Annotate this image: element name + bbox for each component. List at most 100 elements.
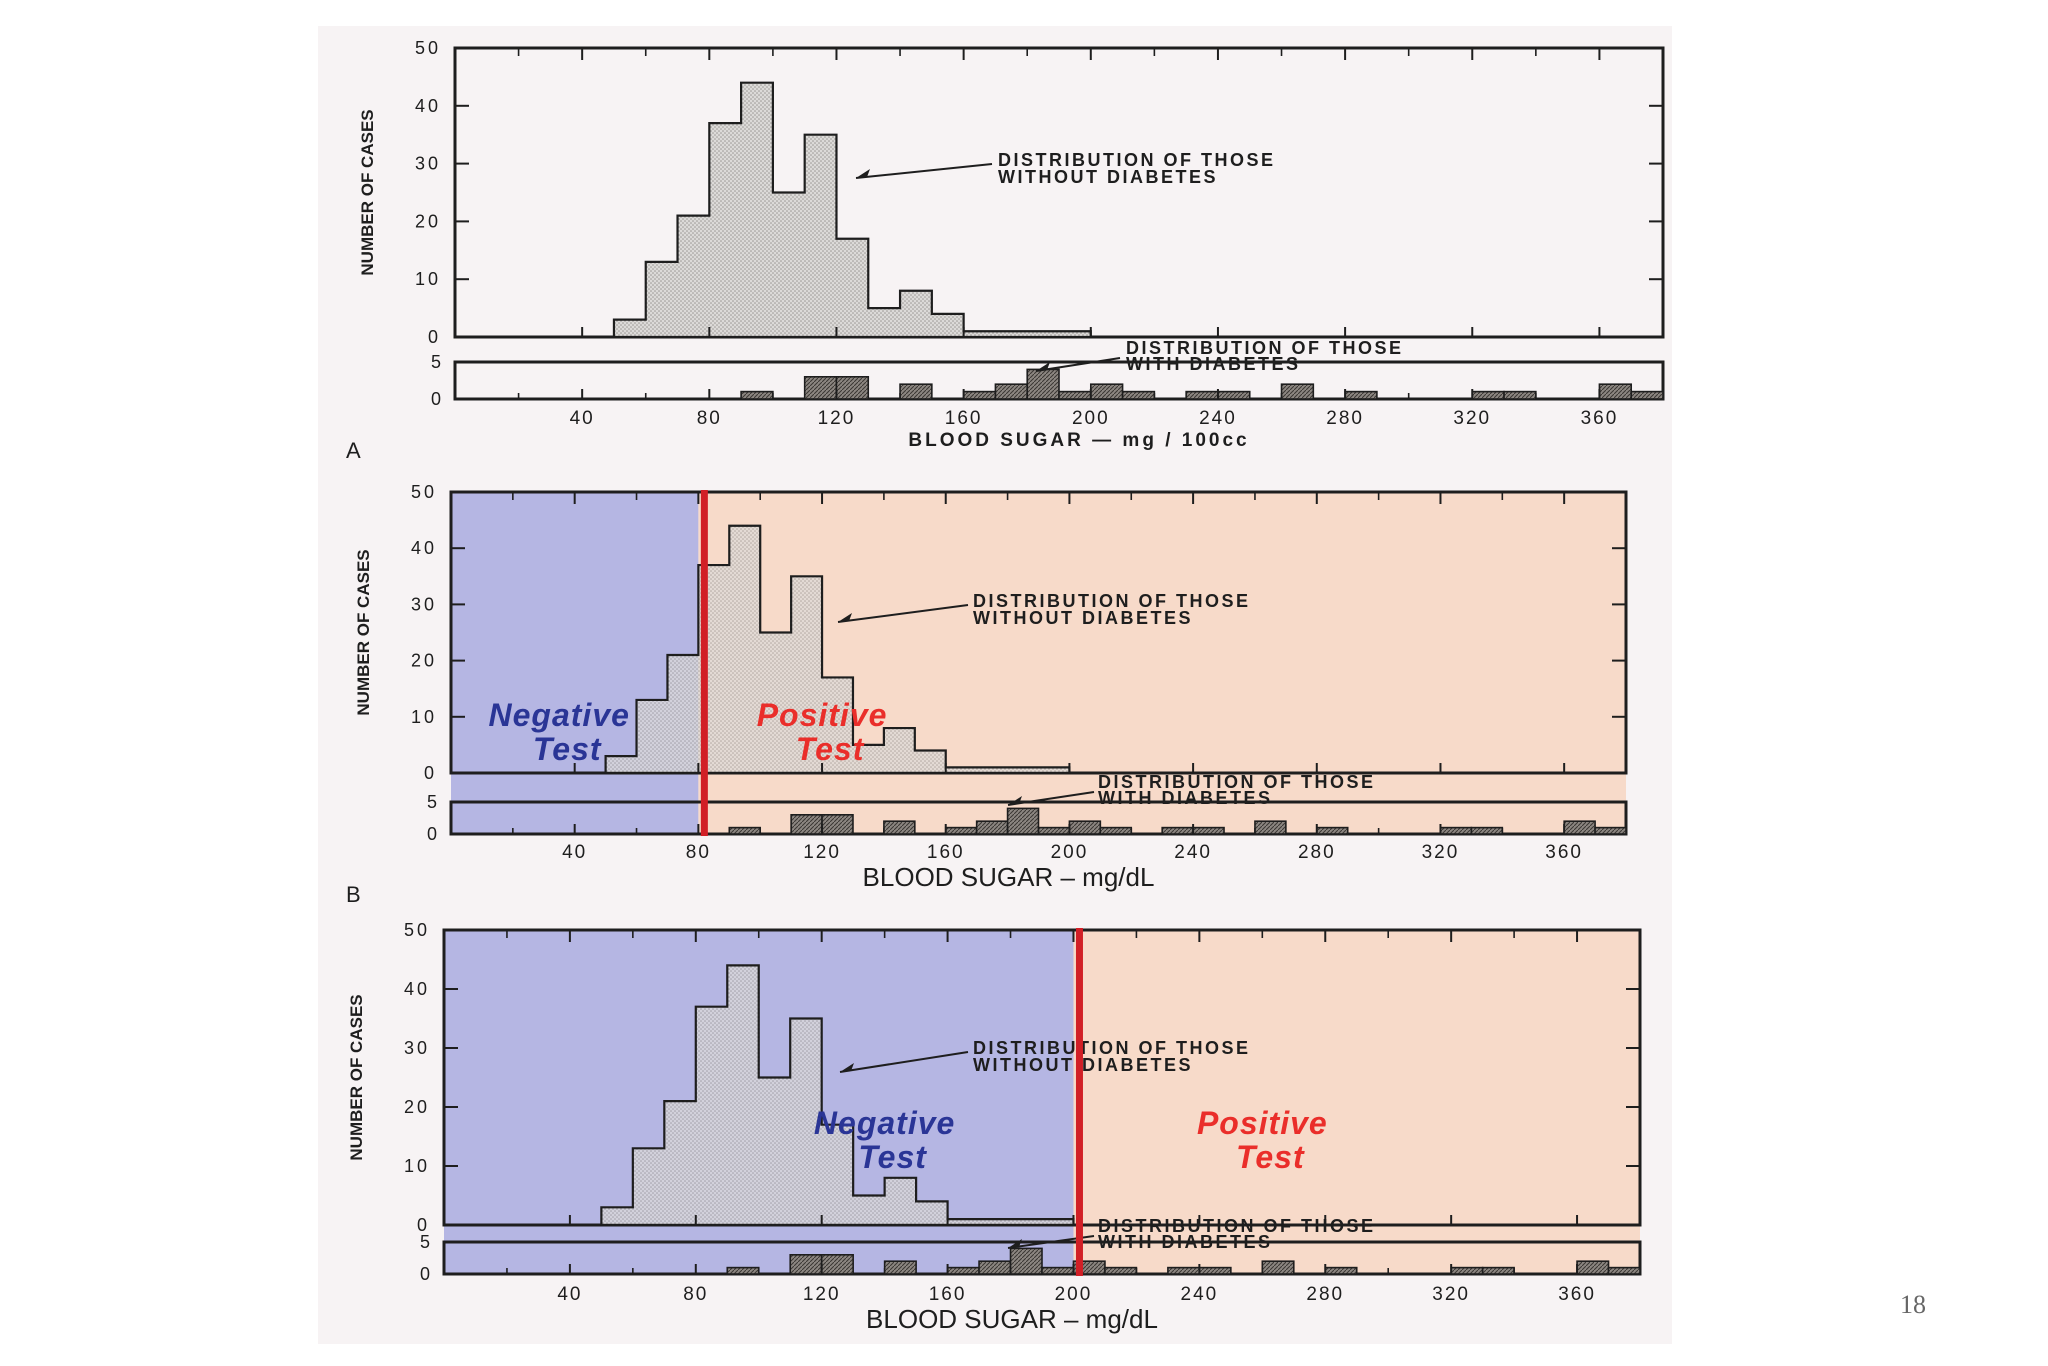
annotation-with-line2: WITH DIABETES [1098,788,1273,808]
histogram-panel-3: 40 80 120 160 200 240 280 320 3600102030405005NU… [346,882,1642,1334]
annotation-with-line1: DISTRIBUTION OF THOSE [1098,1216,1376,1236]
with-diabetes-bar [1167,1266,1201,1275]
with-diabetes-bar [1089,383,1124,400]
x-tick-label: 200 [1072,408,1110,429]
region-positive-line1: Positive [757,697,888,733]
with-diabetes-bar [1344,390,1378,400]
lower-y-tick-label: 0 [431,389,441,409]
lower-y-tick-label: 0 [420,1264,430,1284]
slide-number: 18 [1900,1290,1926,1319]
with-diabetes-bar [1261,1260,1295,1275]
arrowhead-without [838,613,852,622]
x-tick-label: 120 [803,1284,841,1305]
with-diabetes-bar [1099,826,1133,835]
lower-y-tick-label: 5 [427,792,437,812]
with-diabetes-bar [728,826,762,835]
scanned-figure-page: 40 80 120 160 200 240 280 320 360 0 10 20 30 40 50 0 5 NU… [318,26,1672,1344]
x-axis-label: BLOOD SUGAR – mg/dL [863,862,1155,892]
with-diabetes-bar [1630,390,1664,400]
y-tick-label: 30 [404,1038,430,1058]
x-tick-label: 320 [1432,1284,1470,1305]
with-diabetes-bar [1439,826,1473,835]
with-diabetes-bar [1450,1266,1484,1275]
arrowhead-without [856,169,870,178]
with-diabetes-bar [1185,390,1219,400]
x-tick-label: 80 [697,408,722,429]
x-tick-label: 240 [1199,408,1237,429]
with-diabetes-bar [899,383,933,400]
with-diabetes-bar [1280,383,1315,400]
y-tick-label: 50 [415,38,441,58]
annotation-arrow-with [1007,791,1095,806]
annotation-without-line2: WITHOUT DIABETES [973,1055,1193,1075]
x-axis-label: BLOOD SUGAR — mg / 100cc [908,430,1249,451]
y-tick-label: 40 [404,979,430,999]
x-tick-label: 120 [818,408,856,429]
x-tick-label: 40 [557,1284,582,1305]
with-diabetes-bar [1161,826,1194,835]
series-without-diabetes-histogram [612,81,1092,339]
with-diabetes-bar [1009,1247,1043,1275]
x-tick-label: 80 [686,842,711,863]
y-tick-label: 20 [411,651,437,671]
annotation-arrow-with [1035,357,1121,372]
with-diabetes-bar [975,820,1009,835]
with-diabetes-bar [1607,1266,1641,1275]
arrowhead-without [840,1063,854,1072]
region-positive-line1: Positive [1197,1105,1328,1141]
y-tick-label: 20 [415,211,441,231]
with-diabetes-bar [1324,1266,1358,1275]
upper-plot-frame [453,46,1665,339]
with-diabetes-bar [944,826,978,835]
x-tick-label: 360 [1558,1284,1596,1305]
with-diabetes-bar [978,1260,1012,1275]
arrowhead-with [1008,796,1022,805]
lower-y-tick-label: 5 [420,1232,430,1252]
with-diabetes-bar [803,375,838,400]
region-negative-line1: Negative [814,1105,955,1141]
with-diabetes-bar [1503,390,1537,400]
x-tick-label: 280 [1298,842,1336,863]
y-axis-label: NUMBER OF CASES [354,549,373,715]
with-diabetes-bar [946,1266,980,1275]
x-tick-label: 200 [1051,842,1089,863]
with-diabetes-bar [1198,1266,1232,1275]
with-diabetes-bar [1104,1266,1138,1275]
region-negative-line1: Negative [489,697,630,733]
y-tick-label: 0 [424,763,437,783]
lower-y-tick-label: 5 [431,352,441,372]
x-tick-label: 240 [1174,842,1212,863]
with-diabetes-bar [1594,826,1627,835]
with-diabetes-bar [726,1266,760,1275]
with-diabetes-bar [820,1254,854,1275]
figure-canvas: 40 80 120 160 200 240 280 320 3600102030405005NU… [346,38,1665,1334]
x-tick-label: 320 [1422,842,1460,863]
y-tick-label: 20 [404,1097,430,1117]
histogram-panel-1: 40 80 120 160 200 240 280 320 360 0 10 20 30 40 50 0 5 NU… [358,38,1665,451]
with-diabetes-bar [1121,390,1156,400]
annotation-arrow-without [855,163,993,179]
region-negative-shade [451,492,699,834]
y-tick-label: 40 [411,538,437,558]
x-tick-label: 280 [1326,408,1364,429]
annotation-without-line2: WITHOUT DIABETES [973,608,1193,628]
series-without-diabetes-histogram [600,964,1075,1227]
arrowhead-with [1008,1239,1022,1248]
with-diabetes-bar [1471,390,1505,400]
with-diabetes-bar [962,390,997,400]
x-tick-label: 80 [683,1284,708,1305]
y-tick-label: 30 [411,594,437,614]
annotation-without-line1: DISTRIBUTION OF THOSE [998,150,1276,170]
x-tick-label: 360 [1581,408,1619,429]
x-tick-label: 320 [1453,408,1491,429]
region-negative-line2: Test [533,731,602,767]
y-tick-label: 40 [415,96,441,116]
with-diabetes-bar [1006,807,1040,835]
with-diabetes-bar [1041,1266,1075,1275]
histogram-panel-2: 40 80 120 160 200 240 280 320 360 0 10 20 30 40 50 0 5 NU… [346,438,1628,892]
annotation-without-line2: WITHOUT DIABETES [998,167,1218,187]
with-diabetes-bar [821,813,854,835]
x-tick-label: 280 [1306,1284,1344,1305]
x-tick-label: 160 [945,408,983,429]
with-diabetes-bar [1037,826,1071,835]
